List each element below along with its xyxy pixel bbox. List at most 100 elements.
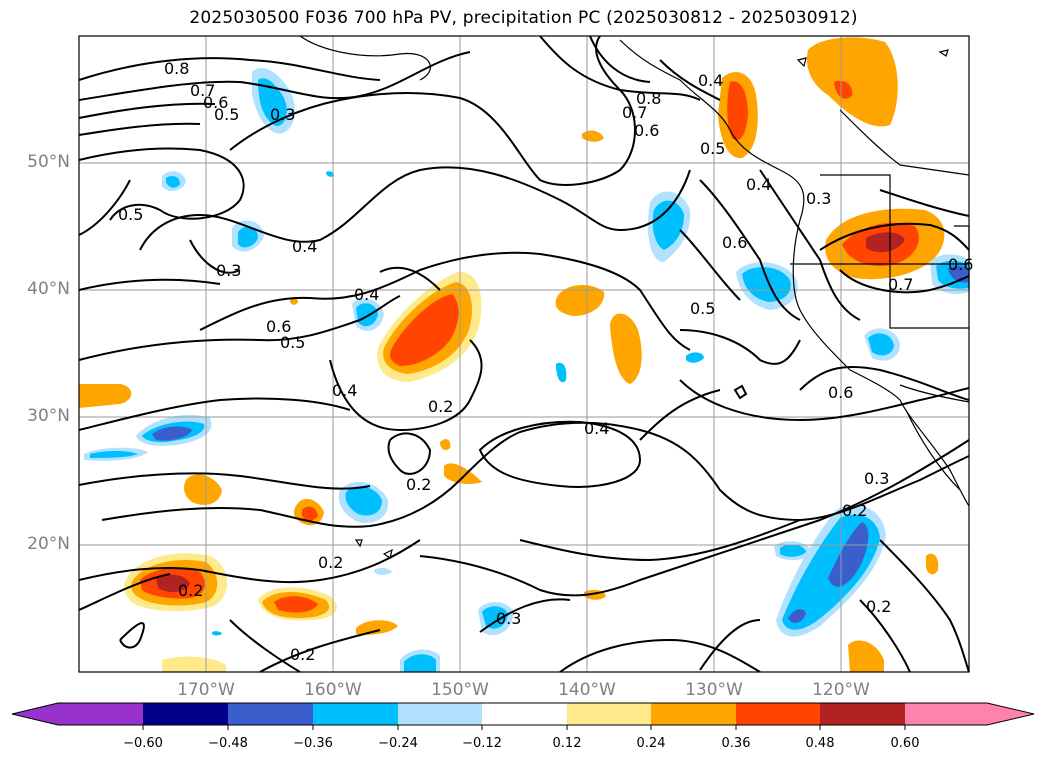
contour-label: 0.4	[354, 285, 379, 304]
lat-label-40n: 40°N	[27, 279, 70, 299]
contour-label: 0.2	[318, 553, 343, 572]
contour-label: 0.6	[828, 383, 853, 402]
precip-negative-region	[404, 654, 436, 672]
precip-positive-region	[356, 620, 398, 635]
precip-negative-region	[686, 352, 704, 363]
lon-label-140w: 140°W	[558, 680, 616, 700]
contour-label: 0.6	[722, 233, 747, 252]
contour-label: 0.2	[406, 475, 431, 494]
lon-label-150w: 150°W	[431, 680, 489, 700]
contour-label: 0.5	[700, 139, 725, 158]
precip-negative-region	[166, 176, 180, 188]
contour-label: 0.8	[164, 59, 189, 78]
precip-negative-region	[356, 303, 378, 327]
contour-label: 0.2	[866, 597, 891, 616]
colorbar-tick-label: 0.24	[636, 736, 666, 751]
precip-positive-region	[184, 474, 222, 505]
lon-label-170w: 170°W	[177, 680, 235, 700]
colorbar-bin	[58, 703, 143, 725]
precip-negative-region	[868, 333, 894, 356]
precip-positive-region	[848, 640, 884, 672]
lon-label-160w: 160°W	[304, 680, 362, 700]
contour-label: 0.6	[266, 317, 291, 336]
contour-label: 0.3	[864, 469, 889, 488]
colorbar-bin	[313, 703, 398, 725]
lat-label-30n: 30°N	[27, 406, 70, 426]
map-frame	[78, 35, 970, 673]
precip-negative-region	[152, 426, 192, 441]
colorbar-tick-label: 0.48	[805, 736, 835, 751]
contour-label: 0.4	[292, 237, 317, 256]
contour-label: 0.3	[496, 609, 521, 628]
colorbar-tick-label: −0.24	[378, 736, 418, 751]
colorbar-bin	[567, 703, 651, 725]
precip-positive-region	[156, 574, 190, 593]
precip-positive-region	[926, 553, 939, 575]
precip-positive-region	[555, 285, 605, 316]
precip-positive-region	[290, 297, 298, 305]
contour-label: 0.5	[214, 105, 239, 124]
contour-label: 0.6	[634, 121, 659, 140]
contour-label: 0.4	[746, 175, 771, 194]
contour-labels: 0.8 0.7 0.6 0.5 0.3 0.5 0.3 0.4 0.4 0.6 …	[118, 59, 973, 664]
lat-label-50n: 50°N	[27, 152, 70, 172]
colorbar-tick-label: −0.36	[293, 736, 333, 751]
precip-negative-region	[828, 522, 869, 587]
precip-positive-region	[390, 294, 459, 366]
contour-label: 0.6	[948, 255, 973, 274]
precip-negative-region	[374, 567, 392, 575]
contour-label: 0.3	[216, 261, 241, 280]
contour-label: 0.2	[178, 581, 203, 600]
colorbar-bin	[228, 703, 313, 725]
precip-negative-region	[652, 200, 684, 250]
colorbar-extend-high	[987, 703, 1034, 725]
graticule	[79, 36, 969, 672]
colorbar-bin	[482, 703, 567, 725]
precip-negative-region	[90, 451, 138, 458]
contour-label: 0.4	[584, 419, 609, 438]
contour-label: 0.8	[636, 89, 661, 108]
precip-positive-region	[274, 596, 318, 613]
lat-label-20n: 20°N	[27, 534, 70, 554]
colorbar-bin	[736, 703, 820, 725]
precip-negative-region	[212, 631, 222, 636]
contour-label: 0.6	[203, 93, 228, 112]
contour-label: 0.3	[270, 105, 295, 124]
colorbar-bin	[905, 703, 987, 725]
colorbar	[11, 702, 1035, 730]
precip-positive-region	[866, 232, 905, 253]
colorbar-tick-label: −0.48	[208, 736, 248, 751]
contour-label: 0.7	[888, 275, 913, 294]
lon-label-130w: 130°W	[685, 680, 743, 700]
colorbar-extend-low	[12, 703, 58, 725]
chart-title: 2025030500 F036 700 hPa PV, precipitatio…	[189, 8, 858, 28]
precip-positive-region	[162, 656, 226, 672]
precip-negative-region	[556, 362, 567, 383]
lon-label-120w: 120°W	[812, 680, 870, 700]
contour-label: 0.4	[332, 381, 357, 400]
precip-negative-region	[482, 606, 508, 629]
colorbar-bin	[143, 703, 228, 725]
precip-negative-region	[742, 267, 791, 302]
colorbar-outline	[11, 702, 1035, 726]
contour-label: 0.7	[622, 103, 647, 122]
precip-negative-region	[345, 486, 382, 516]
colorbar-tick-label: 0.36	[721, 736, 751, 751]
precip-positive-region	[302, 506, 318, 521]
colorbar-bin	[398, 703, 482, 725]
contour-label: 0.5	[690, 299, 715, 318]
precip-negative-region	[788, 609, 806, 623]
contour-label: 0.2	[428, 397, 453, 416]
colorbar-tick-label: 0.60	[890, 736, 920, 751]
contour-label: 0.2	[290, 645, 315, 664]
colorbar-tick-label: 0.12	[552, 736, 582, 751]
contour-label: 0.2	[842, 501, 867, 520]
precip-positive-region	[79, 384, 132, 408]
contour-label: 0.7	[190, 81, 215, 100]
colorbar-tick-label: −0.12	[462, 736, 502, 751]
coastlines	[299, 35, 970, 559]
colorbar-tick-label: −0.60	[123, 736, 163, 751]
precip-negative-region	[238, 226, 258, 248]
contour-label: 0.3	[806, 189, 831, 208]
precip-fill-layer	[79, 37, 969, 672]
